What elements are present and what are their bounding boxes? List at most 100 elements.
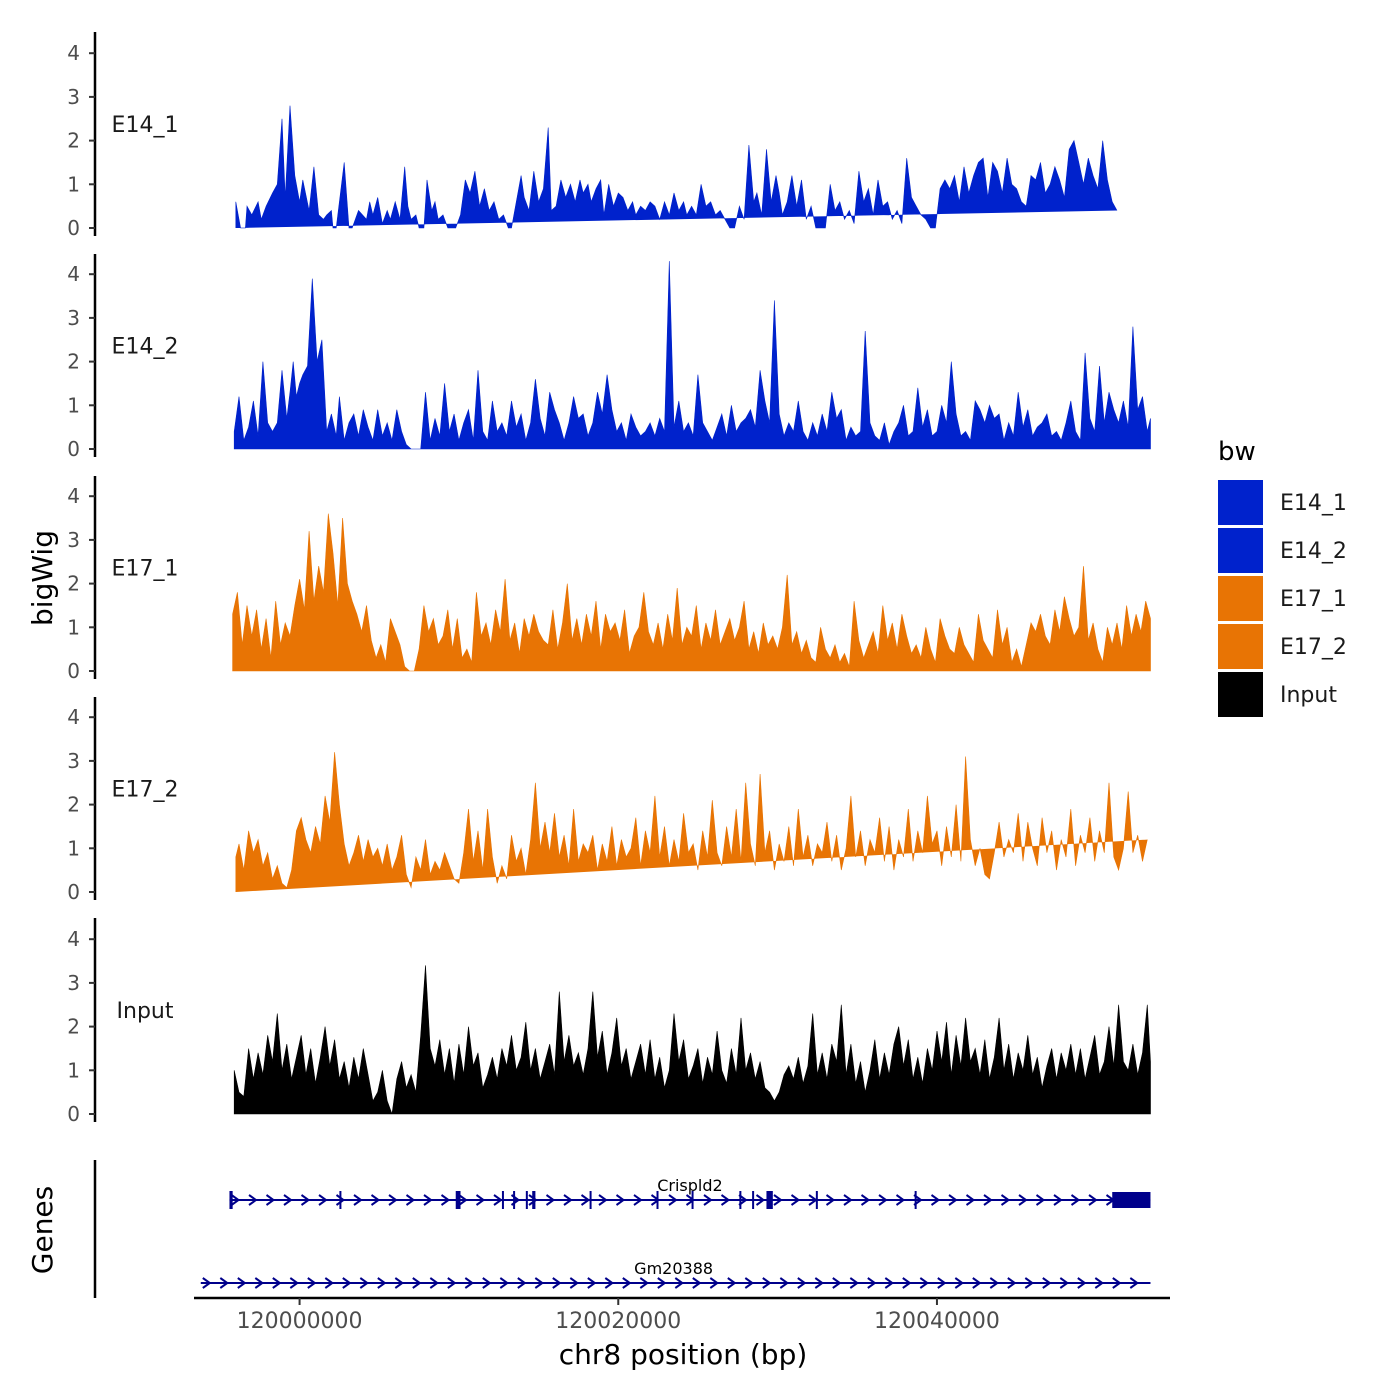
strand-arrow bbox=[1094, 1277, 1105, 1289]
gene-gm20388: Gm20388 bbox=[200, 1259, 1151, 1289]
exon-crispld2 bbox=[914, 1191, 917, 1209]
y-tick-label-e14-1-4: 4 bbox=[67, 41, 80, 65]
track-label-e14-2: E14_2 bbox=[112, 335, 179, 360]
strand-arrow bbox=[895, 1194, 906, 1206]
strand-arrow bbox=[1070, 1194, 1081, 1206]
strand-arrow bbox=[272, 1277, 282, 1289]
legend-label-e14-1: E14_1 bbox=[1280, 491, 1347, 516]
strand-arrow bbox=[615, 1194, 626, 1206]
strand-arrow bbox=[744, 1277, 755, 1289]
strand-arrow bbox=[388, 1194, 398, 1206]
legend-entry-e17-2: E17_2 bbox=[1218, 624, 1347, 669]
exon-crispld2 bbox=[532, 1191, 536, 1209]
y-tick-label-input-1: 1 bbox=[67, 1058, 80, 1082]
y-tick-label-input-2: 2 bbox=[67, 1015, 80, 1039]
strand-arrow bbox=[919, 1277, 930, 1289]
strand-arrow bbox=[405, 1194, 416, 1206]
genes-layer: Crispld2 Gm20388 bbox=[93, 1160, 1151, 1298]
exon-crispld2 bbox=[339, 1191, 342, 1209]
exon-crispld2 bbox=[691, 1191, 694, 1209]
strand-arrow bbox=[219, 1277, 230, 1289]
x-axis: 120000000 120020000 120040000 bbox=[194, 1296, 1170, 1334]
y-tick-label-e14-2-3: 3 bbox=[67, 306, 80, 330]
strand-arrow bbox=[692, 1277, 702, 1289]
strand-arrow bbox=[458, 1194, 468, 1206]
strand-arrow bbox=[324, 1277, 335, 1289]
strand-arrow bbox=[814, 1277, 825, 1289]
legend-swatch-e17-1 bbox=[1218, 576, 1263, 621]
coverage-area-e17-2 bbox=[235, 752, 1148, 892]
strand-arrow bbox=[429, 1277, 440, 1289]
strand-arrow bbox=[674, 1277, 685, 1289]
legend-label-e17-2: E17_2 bbox=[1280, 635, 1347, 660]
strand-arrow bbox=[668, 1194, 678, 1206]
strand-arrow bbox=[1112, 1277, 1122, 1289]
legend: E14_1 E14_2 E17_1 E17_2 Input bbox=[1218, 480, 1347, 717]
strand-arrow bbox=[202, 1277, 212, 1289]
y-tick-label-e17-1-0: 0 bbox=[67, 659, 80, 683]
strand-arrow bbox=[755, 1194, 766, 1206]
strand-arrow bbox=[552, 1277, 562, 1289]
y-tick-label-e17-1-2: 2 bbox=[67, 572, 80, 596]
strand-arrow bbox=[307, 1277, 317, 1289]
strand-arrow bbox=[254, 1277, 265, 1289]
track-label-e17-2: E17_2 bbox=[112, 778, 179, 803]
strand-arrow bbox=[790, 1194, 801, 1206]
strand-arrow bbox=[639, 1277, 650, 1289]
exon-crispld2 bbox=[455, 1191, 461, 1209]
strand-arrow bbox=[965, 1194, 976, 1206]
strand-arrow bbox=[412, 1277, 422, 1289]
x-tick-label-120020000: 120020000 bbox=[555, 1309, 681, 1334]
strand-arrow bbox=[563, 1194, 573, 1206]
tracks-layer: 0 1 2 3 4 E14_1 0 1 2 3 4 E14_2 0 1 2 3 4 E17_1 0 1 2 3 4 E17_2… bbox=[67, 32, 1151, 1126]
strand-arrow bbox=[440, 1194, 451, 1206]
strand-arrow bbox=[359, 1277, 370, 1289]
strand-arrow bbox=[265, 1194, 276, 1206]
y-tick-label-e14-2-0: 0 bbox=[67, 437, 80, 461]
strand-arrow bbox=[598, 1194, 608, 1206]
strand-arrow bbox=[720, 1194, 731, 1206]
strand-arrow bbox=[237, 1277, 247, 1289]
strand-arrow bbox=[475, 1194, 486, 1206]
legend-entry-input: Input bbox=[1218, 672, 1337, 717]
strand-arrow bbox=[1129, 1277, 1140, 1289]
track-e17-1: 0 1 2 3 4 E17_1 bbox=[67, 476, 1151, 683]
legend-label-e14-2: E14_2 bbox=[1280, 539, 1347, 564]
legend-entry-e14-2: E14_2 bbox=[1218, 528, 1347, 573]
strand-arrow bbox=[580, 1194, 591, 1206]
strand-arrow bbox=[902, 1277, 912, 1289]
strand-arrow bbox=[825, 1194, 836, 1206]
strand-arrow bbox=[569, 1277, 580, 1289]
y-tick-label-e17-2-4: 4 bbox=[67, 705, 80, 729]
strand-arrow bbox=[954, 1277, 965, 1289]
strand-arrow bbox=[1018, 1194, 1028, 1206]
y-tick-label-e14-2-1: 1 bbox=[67, 393, 80, 417]
strand-arrow bbox=[342, 1277, 352, 1289]
coverage-area-e17-1 bbox=[232, 513, 1151, 672]
strand-arrow bbox=[762, 1277, 772, 1289]
strand-arrow bbox=[1077, 1277, 1087, 1289]
strand-arrow bbox=[289, 1277, 300, 1289]
y-tick-label-e14-2-4: 4 bbox=[67, 262, 80, 286]
y-tick-label-e17-2-2: 2 bbox=[67, 793, 80, 817]
strand-arrow bbox=[779, 1277, 790, 1289]
strand-arrow bbox=[709, 1277, 720, 1289]
y-tick-label-e17-2-3: 3 bbox=[67, 749, 80, 773]
strand-arrow bbox=[867, 1277, 877, 1289]
legend-entry-e17-1: E17_1 bbox=[1218, 576, 1347, 621]
y-tick-label-e14-1-0: 0 bbox=[67, 216, 80, 240]
strand-arrow bbox=[937, 1277, 947, 1289]
strand-arrow bbox=[622, 1277, 632, 1289]
strand-arrow bbox=[1059, 1277, 1070, 1289]
strand-arrow bbox=[230, 1194, 241, 1206]
strand-arrow bbox=[878, 1194, 888, 1206]
y-tick-label-input-0: 0 bbox=[67, 1102, 80, 1126]
strand-arrow bbox=[499, 1277, 510, 1289]
legend-label-input: Input bbox=[1280, 683, 1337, 708]
strand-arrow bbox=[377, 1277, 387, 1289]
strand-arrow bbox=[703, 1194, 713, 1206]
exon-crispld2 bbox=[501, 1191, 504, 1209]
genes-axis-title: Genes bbox=[26, 1186, 59, 1274]
strand-arrow bbox=[1007, 1277, 1017, 1289]
track-e14-2: 0 1 2 3 4 E14_2 bbox=[67, 254, 1151, 461]
